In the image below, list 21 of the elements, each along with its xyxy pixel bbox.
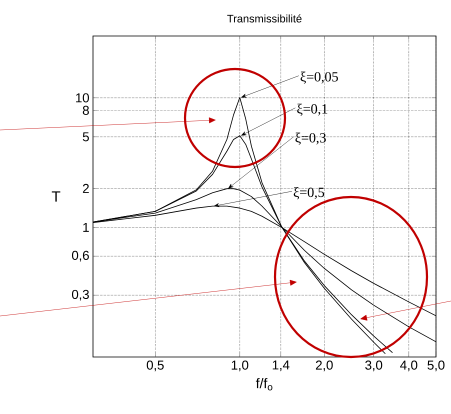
x-tick-label: 2,0 xyxy=(316,360,333,372)
y-tick-label: 2 xyxy=(82,184,89,193)
x-tick-label: 1,0 xyxy=(232,360,248,372)
x-tick-label: 0,5 xyxy=(146,360,164,372)
y-axis-title: T xyxy=(52,191,60,202)
x-tick-label: 1,4 xyxy=(272,360,290,372)
y-tick-label: 0,3 xyxy=(72,290,89,301)
y-tick-label: 10 xyxy=(76,93,89,102)
y-tick-label: 5 xyxy=(82,132,89,142)
chart-title: Transmissibilité xyxy=(227,14,302,22)
x-tick-label: 4,0 xyxy=(400,360,418,372)
legend-label: ξ=0,05 xyxy=(300,72,338,84)
text: ξ=0,3 xyxy=(295,132,326,145)
y-tick-label: 0,6 xyxy=(72,250,89,262)
x-tick-label: 5,0 xyxy=(428,360,445,372)
y-tick-label: 1 xyxy=(83,222,89,232)
text: ξ=0,1 xyxy=(297,104,328,116)
y-tick-label: 8 xyxy=(82,106,89,115)
x-axis-title: f/f$_{o}$ xyxy=(256,378,272,390)
text: ξ=0,5 xyxy=(294,187,324,200)
x-tick-label: 3,0 xyxy=(365,360,382,372)
